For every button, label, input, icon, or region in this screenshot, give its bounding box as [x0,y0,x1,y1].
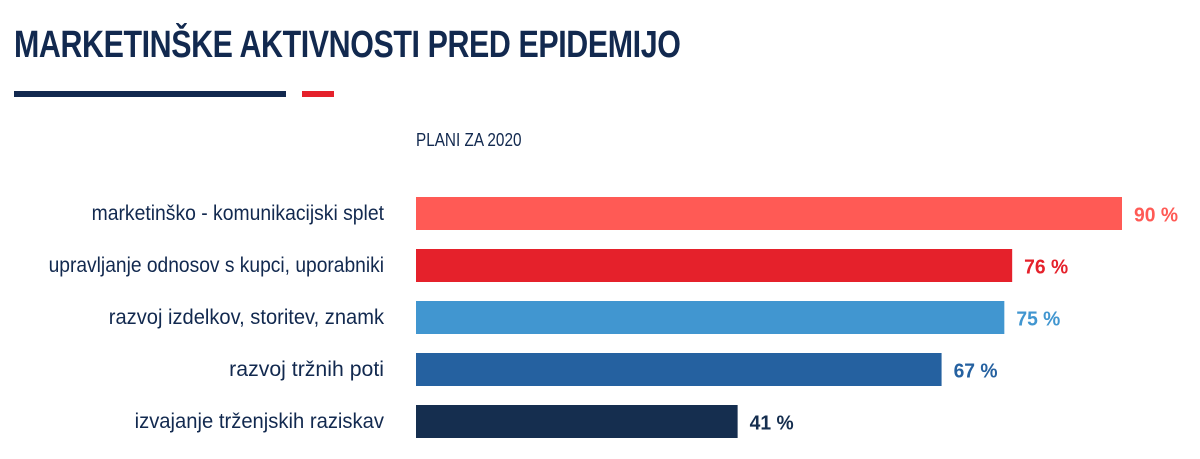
value-label: 90 % [1134,205,1178,227]
value-label: 75 % [1016,309,1060,331]
title-accent-line [302,91,334,97]
bar [416,353,942,386]
title-underline [14,91,286,97]
bar [416,301,1005,334]
category-label: marketinško - komunikacijski splet [92,202,385,225]
category-label: razvoj tržnih poti [229,358,384,381]
category-label: izvajanje trženjskih raziskav [135,410,385,433]
value-label: 41 % [750,413,794,435]
value-label: 67 % [954,361,998,383]
chart-title: MARKETINŠKE AKTIVNOSTI PRED EPIDEMIJO [14,24,681,66]
bar [416,249,1013,282]
category-label: razvoj izdelkov, storitev, znamk [109,306,385,329]
value-label: 76 % [1024,257,1068,279]
bar [416,405,738,438]
bar [416,197,1122,230]
category-label: upravljanje odnosov s kupci, uporabniki [49,254,384,277]
series-label: PLANI ZA 2020 [416,130,522,150]
